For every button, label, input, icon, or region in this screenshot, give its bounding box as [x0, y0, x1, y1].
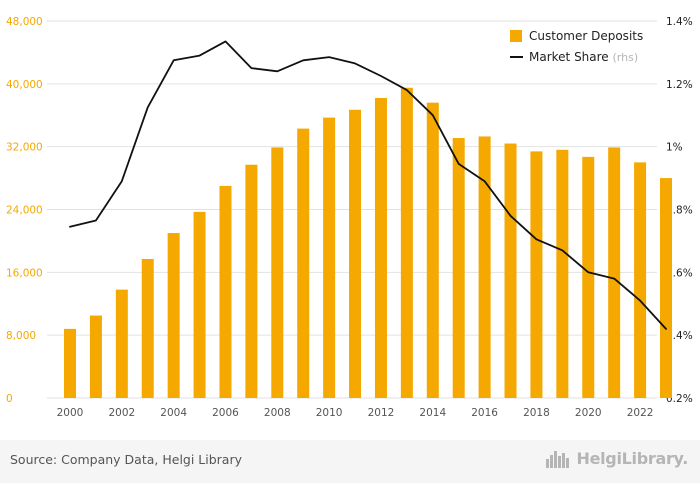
- x-tick-label: 2022: [627, 407, 654, 419]
- bar-customer-deposits: [426, 102, 439, 398]
- y-right-tick-label: 0.2%: [666, 393, 693, 405]
- bar-customer-deposits: [167, 233, 180, 398]
- bar-customer-deposits: [141, 258, 154, 398]
- x-tick-label: 2020: [575, 407, 602, 419]
- source-note: Source: Company Data, Helgi Library: [10, 452, 243, 467]
- x-tick-label: 2010: [316, 407, 343, 419]
- y-right-tick-label: 1%: [666, 142, 683, 154]
- x-tick-label: 2004: [160, 407, 187, 419]
- x-tick-label: 2012: [368, 407, 395, 419]
- x-tick-label: 2018: [523, 407, 550, 419]
- bar-customer-deposits: [245, 164, 258, 398]
- bar-customer-deposits: [89, 315, 102, 398]
- legend-swatch-customer-deposits: [510, 30, 522, 42]
- bar-customer-deposits: [530, 151, 543, 398]
- y-right-tick-label: 1.2%: [666, 79, 693, 91]
- bar-customer-deposits: [115, 289, 128, 398]
- bar-customer-deposits: [452, 138, 465, 398]
- brand-name: HelgiLibrary.: [576, 449, 688, 468]
- x-tick-label: 2016: [471, 407, 498, 419]
- bar-customer-deposits: [374, 97, 387, 399]
- helgi-library-logo[interactable]: HelgiLibrary.: [545, 449, 688, 469]
- y-left-tick-label: 32,000: [6, 142, 43, 154]
- y-right-tick-label: 1.4%: [666, 16, 693, 28]
- bar-customer-deposits: [219, 185, 232, 398]
- y-left-tick-label: 48,000: [6, 16, 43, 28]
- x-tick-label: 2002: [108, 407, 135, 419]
- y-right-tick-label: 0.4%: [666, 330, 693, 342]
- legend-label-market-share-suffix: (rhs): [613, 51, 639, 64]
- legend-label-customer-deposits: Customer Deposits: [529, 29, 643, 43]
- bar-customer-deposits: [660, 178, 672, 398]
- bar-customer-deposits: [608, 147, 621, 398]
- bar-customer-deposits: [349, 109, 362, 399]
- y-left-tick-label: 24,000: [6, 205, 43, 217]
- y-left-tick-label: 40,000: [6, 79, 43, 91]
- x-tick-label: 2008: [264, 407, 291, 419]
- y-right-tick-label: 0.6%: [666, 267, 693, 279]
- bar-customer-deposits: [193, 211, 206, 398]
- bar-customer-deposits: [64, 328, 76, 398]
- bar-customer-deposits: [297, 128, 310, 398]
- city-skyline-icon: [546, 451, 570, 468]
- x-tick-label: 2000: [57, 407, 84, 419]
- y-left-tick-label: 8,000: [6, 330, 36, 342]
- legend-label-market-share: Market Share (rhs): [529, 50, 638, 64]
- y-right-tick-label: 0.8%: [666, 205, 693, 217]
- legend-label-market-share-name: Market Share: [529, 50, 613, 64]
- x-tick-label: 2006: [212, 407, 239, 419]
- bar-customer-deposits: [582, 156, 595, 398]
- y-left-tick-label: 0: [6, 393, 13, 405]
- chart: 0 8,000 16,000 24,000 32,000 40,000 48,000 0.2%…: [6, 16, 693, 419]
- bar-customer-deposits: [504, 143, 517, 398]
- bar-customer-deposits: [400, 87, 413, 399]
- bar-customer-deposits: [556, 149, 569, 398]
- line-market-share: [69, 40, 667, 330]
- bar-customer-deposits: [634, 162, 647, 398]
- x-tick-label: 2014: [419, 407, 446, 419]
- y-left-tick-label: 16,000: [6, 267, 43, 279]
- bar-customer-deposits: [323, 117, 336, 398]
- bar-customer-deposits: [478, 136, 491, 399]
- bar-customer-deposits: [271, 147, 284, 398]
- footer-bar: [0, 440, 700, 483]
